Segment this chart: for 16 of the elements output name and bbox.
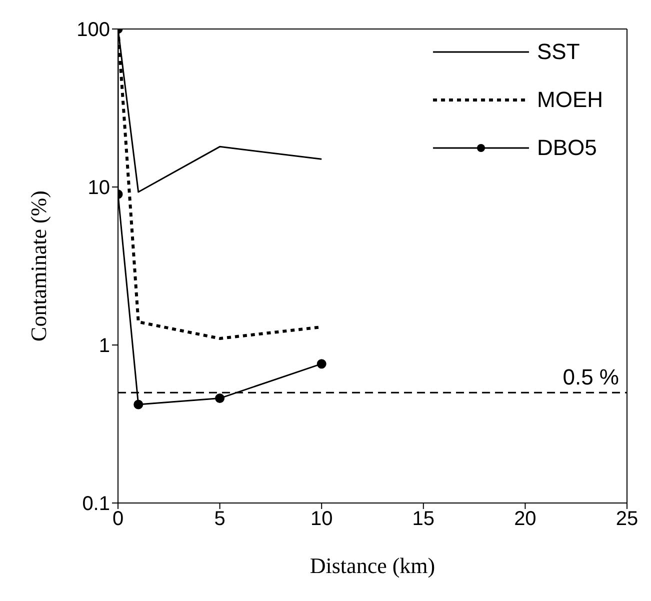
x-tick-label: 0	[112, 508, 124, 530]
y-tick-label: 100	[76, 19, 110, 42]
legend-label: MOEH	[537, 87, 603, 113]
x-tick-label: 15	[412, 508, 435, 530]
y-axis-title: Contaminate (%)	[26, 190, 51, 342]
ref-line-label: 0.5 %	[562, 364, 619, 390]
legend-label: DBO5	[537, 135, 597, 161]
y-tick-label: 10	[88, 177, 110, 200]
y-tick-label: 0.1	[82, 493, 110, 516]
x-tick-label: 5	[214, 508, 226, 530]
x-axis-title: Distance (km)	[310, 553, 436, 578]
x-tick-label: 10	[310, 508, 333, 530]
x-tick-label: 25	[616, 508, 638, 530]
legend-label: SST	[537, 39, 580, 65]
x-tick-label: 20	[514, 508, 536, 530]
y-tick-label: 1	[98, 335, 110, 358]
